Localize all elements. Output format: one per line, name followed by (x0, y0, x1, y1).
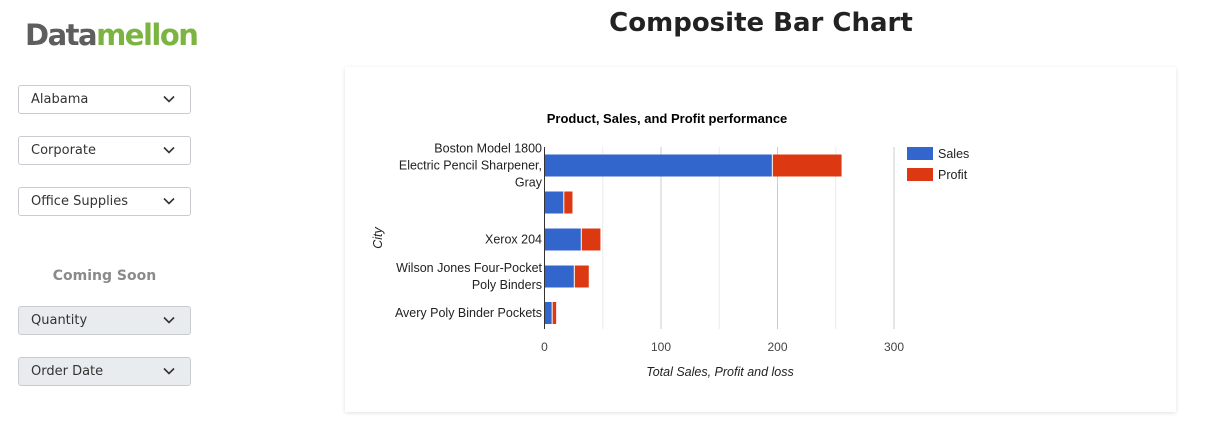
category-label: Boston Model 1800 (434, 142, 542, 156)
logo-text-data: Data (25, 18, 98, 52)
category-label: Xerox 204 (485, 233, 542, 247)
bar-profit[interactable] (581, 228, 601, 251)
category-label: Poly Binders (472, 278, 542, 292)
order-date-filter-value: Order Date (31, 364, 104, 379)
segment-filter-select[interactable]: Corporate (18, 136, 191, 165)
order-date-filter-select[interactable]: Order Date (18, 357, 191, 386)
x-tick-label: 200 (767, 340, 787, 354)
segment-filter-value: Corporate (31, 143, 96, 158)
chevron-down-icon (163, 95, 175, 103)
x-tick-label: 300 (884, 340, 904, 354)
bar-sales[interactable] (544, 265, 574, 288)
bar-sales[interactable] (544, 302, 552, 324)
legend-label-sales: Sales (938, 147, 969, 161)
category-filter-value: Office Supplies (31, 194, 129, 209)
x-axis-title: Total Sales, Profit and loss (646, 365, 794, 379)
category-label: Wilson Jones Four-Pocket (396, 261, 542, 275)
chevron-down-icon (163, 146, 175, 154)
category-label: Avery Poly Binder Pockets (395, 306, 542, 320)
bar-profit[interactable] (772, 154, 842, 177)
category-label: Electric Pencil Sharpener, (399, 159, 542, 173)
quantity-filter-value: Quantity (31, 313, 88, 328)
y-axis-title: City (371, 226, 385, 248)
datamellon-logo: Datamellon (25, 18, 199, 52)
bar-sales[interactable] (544, 191, 564, 214)
chevron-down-icon (163, 367, 175, 375)
legend-label-profit: Profit (938, 168, 968, 182)
category-filter-select[interactable]: Office Supplies (18, 187, 191, 216)
category-label: Gray (515, 176, 543, 190)
bar-profit[interactable] (552, 302, 557, 324)
legend-swatch-profit (907, 168, 933, 181)
quantity-filter-select[interactable]: Quantity (18, 306, 191, 335)
x-tick-label: 100 (651, 340, 671, 354)
x-tick-label: 0 (541, 340, 548, 354)
page-title: Composite Bar Chart (609, 8, 913, 38)
chevron-down-icon (163, 197, 175, 205)
state-filter-select[interactable]: Alabama (18, 85, 191, 114)
chart-card: Product, Sales, and Profit performance B… (345, 67, 1176, 412)
logo-text-mellon: mellon (96, 18, 199, 52)
bar-sales[interactable] (544, 228, 581, 251)
chevron-down-icon (163, 316, 175, 324)
coming-soon-label: Coming Soon (52, 268, 157, 284)
legend-swatch-sales (907, 147, 933, 160)
chart-title: Product, Sales, and Profit performance (547, 111, 788, 126)
composite-bar-chart: Product, Sales, and Profit performance B… (371, 111, 969, 379)
bar-profit[interactable] (564, 191, 573, 214)
bar-sales[interactable] (544, 154, 772, 177)
state-filter-value: Alabama (31, 92, 89, 107)
bar-profit[interactable] (574, 265, 589, 288)
